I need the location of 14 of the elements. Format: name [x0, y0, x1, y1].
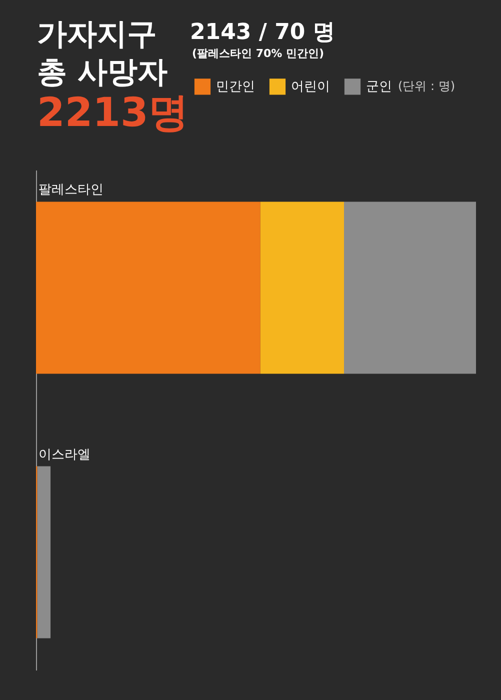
text: (단위 : 명)	[398, 79, 456, 93]
legend-label: 군인	[366, 80, 392, 95]
legend-label: 민간인	[216, 80, 255, 95]
text: (팔레스타인 70% 민간인)	[192, 47, 324, 60]
bar	[344, 202, 476, 374]
bar	[260, 202, 344, 374]
bar	[37, 466, 51, 638]
y-tick-label: 이스라엘	[38, 447, 90, 462]
y-tick-label: 팔레스타인	[38, 182, 104, 198]
chart-title: 가자지구 총 사망자	[37, 17, 168, 90]
text: 2143 / 70 명	[190, 20, 335, 45]
chart-subtitle: 2213명	[37, 90, 188, 136]
bar	[36, 202, 260, 374]
legend-label: 어린이	[291, 80, 330, 95]
